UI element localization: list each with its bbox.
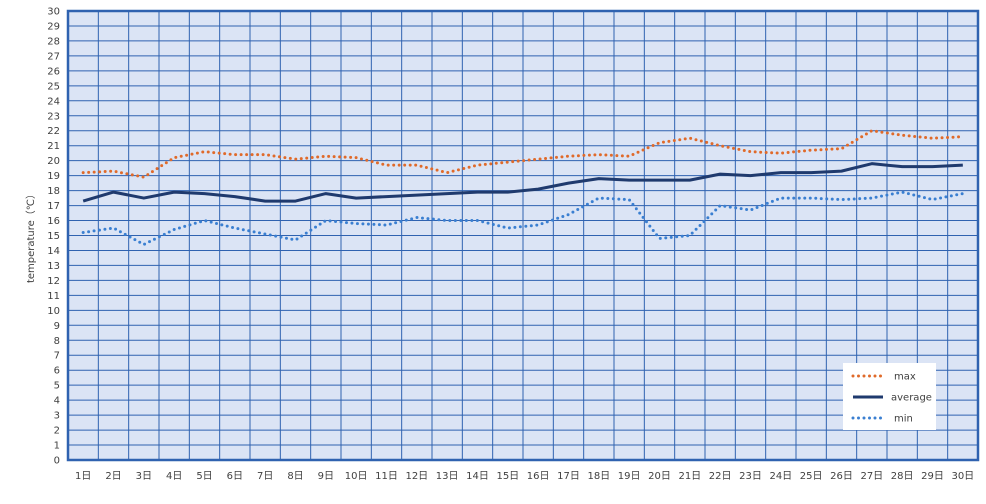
y-tick-label: 27 (47, 51, 60, 62)
x-tick-label: 9日 (318, 471, 334, 482)
legend-label-average: average (891, 393, 932, 404)
x-tick-label: 27日 (860, 471, 883, 482)
x-tick-label: 28日 (891, 471, 914, 482)
x-tick-label: 5日 (196, 471, 212, 482)
x-tick-label: 13日 (436, 471, 459, 482)
y-tick-label: 20 (47, 156, 60, 167)
x-tick-label: 22日 (709, 471, 732, 482)
x-tick-label: 24日 (769, 471, 792, 482)
x-tick-label: 4日 (166, 471, 182, 482)
y-tick-label: 8 (54, 336, 60, 347)
legend: max average min (843, 363, 936, 430)
x-tick-label: 20日 (648, 471, 671, 482)
y-tick-label: 9 (54, 321, 60, 332)
x-tick-label: 3日 (136, 471, 152, 482)
x-tick-label: 6日 (227, 471, 243, 482)
plot-border (66, 9, 980, 462)
y-tick-label: 3 (54, 411, 60, 422)
y-tick-label: 23 (47, 111, 60, 122)
y-axis-label: temperature（℃） (25, 189, 37, 283)
x-tick-label: 10日 (345, 471, 368, 482)
y-tick-label: 10 (47, 306, 60, 317)
series-line-average (82, 162, 963, 203)
y-tick-label: 17 (47, 201, 60, 212)
x-tick-label: 30日 (951, 471, 974, 482)
y-tick-label: 22 (47, 126, 60, 137)
x-tick-label: 2日 (105, 471, 121, 482)
y-tick-label: 7 (54, 351, 60, 362)
y-tick-label: 30 (47, 7, 60, 18)
y-tick-label: 14 (47, 246, 60, 257)
legend-label-min: min (894, 414, 913, 425)
y-tick-label: 2 (54, 426, 60, 437)
x-tick-label: 17日 (557, 471, 580, 482)
y-tick-label: 16 (47, 216, 60, 227)
y-tick-label: 12 (47, 276, 60, 287)
y-tick-label: 24 (47, 96, 60, 107)
x-tick-label: 23日 (739, 471, 762, 482)
y-tick-label: 28 (47, 36, 60, 47)
y-tick-label: 0 (54, 456, 60, 467)
y-tick-label: 1 (54, 441, 60, 452)
y-tick-label: 4 (54, 396, 60, 407)
legend-label-max: max (894, 372, 916, 383)
x-tick-label: 15日 (496, 471, 519, 482)
y-tick-label: 11 (47, 291, 60, 302)
x-tick-label: 29日 (921, 471, 944, 482)
x-tick-label: 7日 (257, 471, 273, 482)
series-line-min (81, 190, 965, 246)
x-tick-label: 11日 (375, 471, 398, 482)
x-tick-label: 16日 (527, 471, 550, 482)
y-tick-label: 5 (54, 381, 60, 392)
x-tick-label: 21日 (678, 471, 701, 482)
series-line-max (81, 129, 965, 179)
y-tick-label: 29 (47, 21, 60, 32)
x-tick-label: 25日 (800, 471, 823, 482)
y-tick-label: 21 (47, 141, 60, 152)
x-tick-label: 8日 (287, 471, 303, 482)
x-tick-label: 1日 (75, 471, 91, 482)
y-tick-label: 26 (47, 66, 60, 77)
x-tick-label: 14日 (466, 471, 489, 482)
y-tick-label: 18 (47, 186, 60, 197)
x-tick-label: 12日 (405, 471, 428, 482)
x-tick-label: 26日 (830, 471, 853, 482)
y-tick-label: 19 (47, 171, 60, 182)
x-tick-label: 18日 (587, 471, 610, 482)
y-tick-label: 13 (47, 261, 60, 272)
y-tick-label: 6 (54, 366, 60, 377)
x-tick-label: 19日 (618, 471, 641, 482)
y-tick-label: 25 (47, 81, 60, 92)
y-tick-label: 15 (47, 231, 60, 242)
